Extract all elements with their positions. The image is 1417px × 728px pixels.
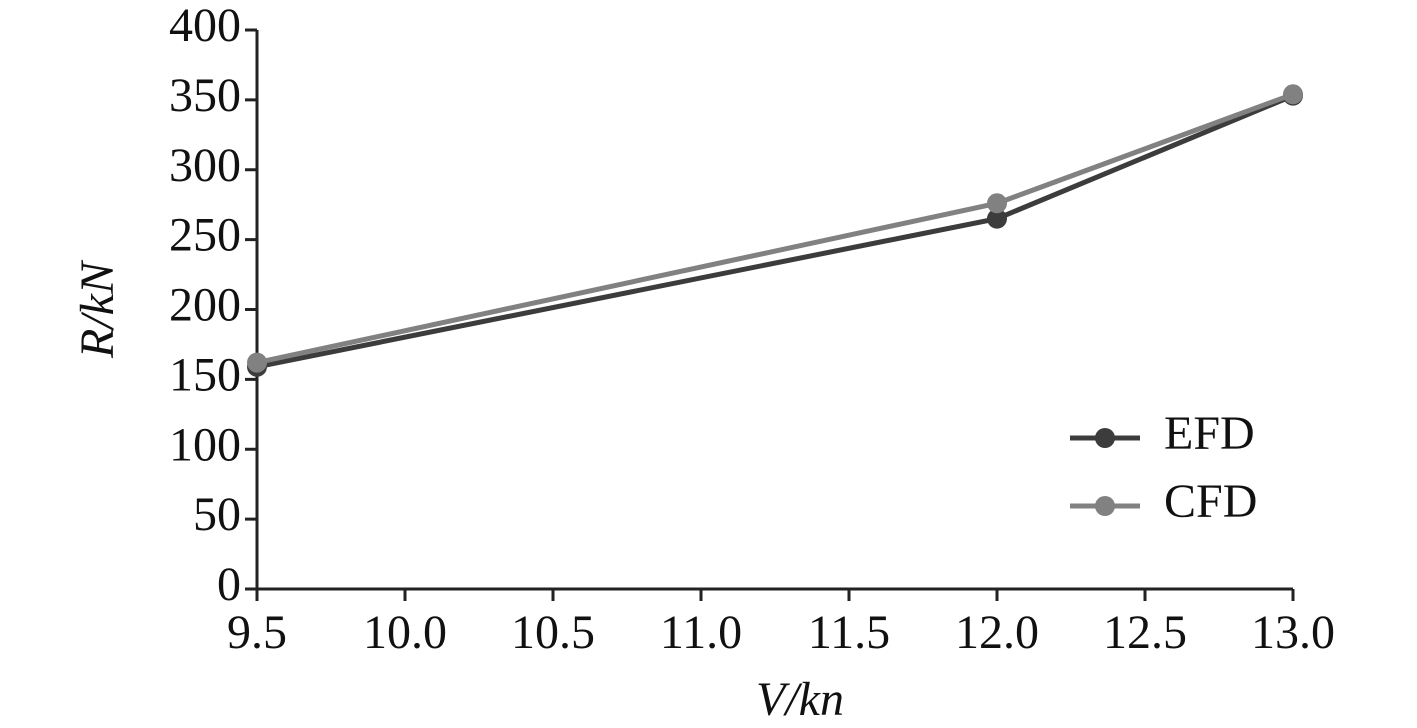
data-point bbox=[247, 352, 267, 373]
y-tick-label: 400 bbox=[169, 0, 241, 52]
series-line bbox=[256, 93, 1294, 370]
x-tick-label: 9.5 bbox=[227, 606, 287, 659]
y-tick-label: 350 bbox=[169, 69, 241, 122]
x-tick-label: 10.0 bbox=[363, 606, 447, 659]
x-tick-label: 10.5 bbox=[511, 606, 595, 659]
x-tick-label: 11.5 bbox=[808, 606, 890, 659]
legend-marker bbox=[1095, 428, 1115, 448]
data-point bbox=[987, 208, 1007, 229]
legend-label: EFD bbox=[1164, 407, 1255, 460]
legend-marker bbox=[1095, 496, 1115, 516]
y-tick-label: 0 bbox=[217, 558, 241, 611]
y-axis-label: R/kN bbox=[71, 259, 124, 359]
y-tick-label: 150 bbox=[169, 348, 241, 401]
series-line bbox=[256, 91, 1294, 366]
data-point bbox=[987, 193, 1007, 214]
x-tick-label: 12.0 bbox=[955, 606, 1039, 659]
x-tick-label: 13.0 bbox=[1251, 606, 1335, 659]
x-tick-label: 12.5 bbox=[1103, 606, 1187, 659]
legend-label: CFD bbox=[1164, 475, 1257, 528]
data-point bbox=[1283, 84, 1303, 105]
y-tick-label: 100 bbox=[169, 418, 241, 471]
x-axis-label: V/kn bbox=[756, 673, 844, 726]
y-tick-label: 200 bbox=[169, 279, 241, 332]
y-tick-label: 300 bbox=[169, 139, 241, 192]
y-tick-label: 250 bbox=[169, 209, 241, 262]
y-tick-label: 50 bbox=[193, 488, 241, 541]
x-tick-label: 11.0 bbox=[660, 606, 742, 659]
